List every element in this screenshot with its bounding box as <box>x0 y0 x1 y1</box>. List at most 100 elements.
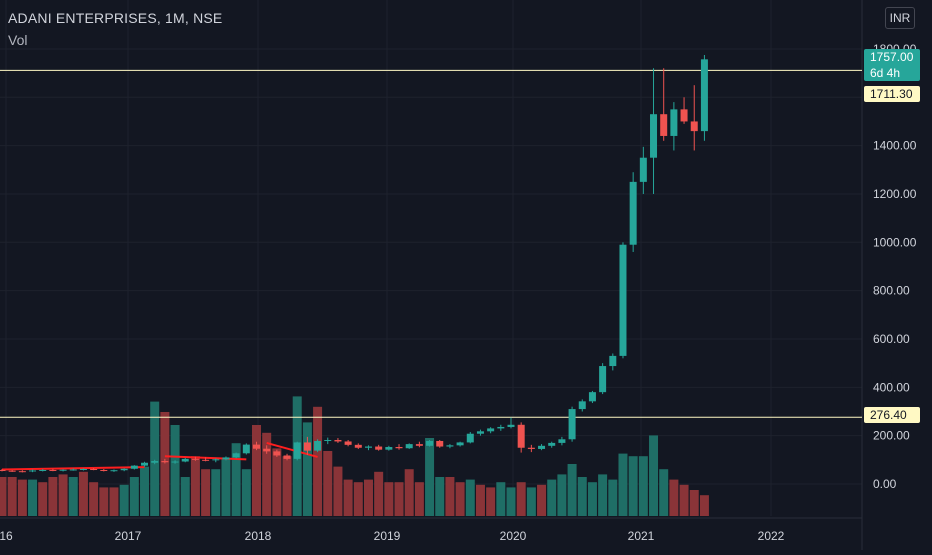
candle-body <box>527 447 535 449</box>
candle <box>436 440 444 448</box>
candle-body <box>324 440 332 442</box>
candle-body <box>476 431 484 434</box>
volume-bar <box>17 479 27 516</box>
volume-bar <box>537 484 547 516</box>
candle-body <box>487 428 495 432</box>
candle-body <box>90 469 98 471</box>
volume-bar <box>140 466 150 516</box>
volume-bar <box>496 482 506 516</box>
candle-body <box>385 447 393 450</box>
candle <box>222 456 230 461</box>
currency-badge[interactable]: INR <box>885 7 915 29</box>
symbol-title[interactable]: ADANI ENTERPRISES, 1M, NSE <box>8 10 223 26</box>
candle <box>517 422 525 453</box>
candle-body <box>130 465 138 469</box>
candle-body <box>639 157 647 182</box>
volume-bar <box>282 456 292 516</box>
grid-lines <box>0 0 863 550</box>
candle <box>212 458 220 463</box>
volume-bar <box>445 477 455 516</box>
candle-body <box>59 469 67 471</box>
candle-body <box>507 424 515 427</box>
volume-bar <box>486 487 496 516</box>
candle <box>18 470 26 473</box>
y-tick-label: 0.00 <box>873 477 897 491</box>
candle <box>39 469 47 472</box>
candle-body <box>314 440 322 451</box>
candle-body <box>578 401 586 410</box>
x-tick-label: 2018 <box>245 529 272 543</box>
candle-body <box>436 440 444 447</box>
candle <box>670 102 678 151</box>
candle-body <box>517 424 525 448</box>
price-axis[interactable]: 1800.001400.001200.001000.00800.00600.00… <box>873 42 917 491</box>
trendline[interactable] <box>1 466 145 471</box>
volume-bar <box>608 479 618 516</box>
volume-bar <box>547 479 557 516</box>
y-tick-label: 1000.00 <box>873 235 917 249</box>
volume-bar <box>170 425 180 516</box>
candle <box>405 443 413 449</box>
volume-bar <box>323 451 333 516</box>
candle <box>527 444 535 453</box>
candle <box>120 468 128 472</box>
candle-body <box>690 121 698 132</box>
x-tick-label: 2022 <box>758 529 785 543</box>
volume-bar <box>68 477 78 516</box>
candle-body <box>171 461 179 463</box>
candle <box>314 439 322 453</box>
volume-legend-label[interactable]: Vol <box>8 32 28 48</box>
x-tick-label: 2017 <box>115 529 142 543</box>
volume-bar <box>160 412 170 516</box>
candle-body <box>18 471 26 473</box>
volume-bars <box>0 396 709 516</box>
volume-bar <box>587 482 597 516</box>
candle-body <box>660 114 668 136</box>
horizontal-lines[interactable] <box>0 69 862 418</box>
volume-bar <box>465 479 475 516</box>
volume-bar <box>363 479 373 516</box>
volume-bar <box>669 479 679 516</box>
candle-body <box>426 440 434 446</box>
volume-bar <box>435 477 445 516</box>
volume-bar <box>394 482 404 516</box>
volume-bar <box>567 464 577 516</box>
candles <box>0 54 708 473</box>
volume-bar <box>689 490 699 516</box>
candle <box>0 469 6 472</box>
volume-bar <box>425 438 435 516</box>
candle-body <box>212 459 220 461</box>
volume-bar <box>78 471 88 516</box>
candle <box>680 97 688 124</box>
x-tick-label: 16 <box>0 529 13 543</box>
trendline[interactable] <box>266 441 318 458</box>
candle-body <box>263 448 271 452</box>
candle <box>191 456 199 461</box>
candle-body <box>273 451 281 456</box>
candle <box>476 429 484 436</box>
candle-body <box>446 445 454 447</box>
candle <box>446 444 454 449</box>
candle <box>690 85 698 151</box>
candle-body <box>354 444 362 448</box>
candle-body <box>141 462 149 466</box>
candle <box>324 437 332 445</box>
lower-line-price-tag: 276.40 <box>864 407 920 423</box>
candle <box>69 468 77 471</box>
candle <box>497 424 505 431</box>
volume-bar <box>252 425 261 516</box>
volume-bar <box>0 477 7 516</box>
volume-bar <box>455 482 465 516</box>
y-tick-label: 400.00 <box>873 380 910 394</box>
candle <box>599 363 607 395</box>
candle-body <box>344 441 352 445</box>
candle <box>293 441 301 461</box>
candle <box>456 441 464 447</box>
candle-body <box>161 461 169 463</box>
candle <box>171 460 179 464</box>
y-tick-label: 1200.00 <box>873 187 917 201</box>
candle <box>568 406 576 442</box>
time-axis[interactable]: 16 2017 2018 2019 2020 2021 2022 <box>0 529 785 543</box>
